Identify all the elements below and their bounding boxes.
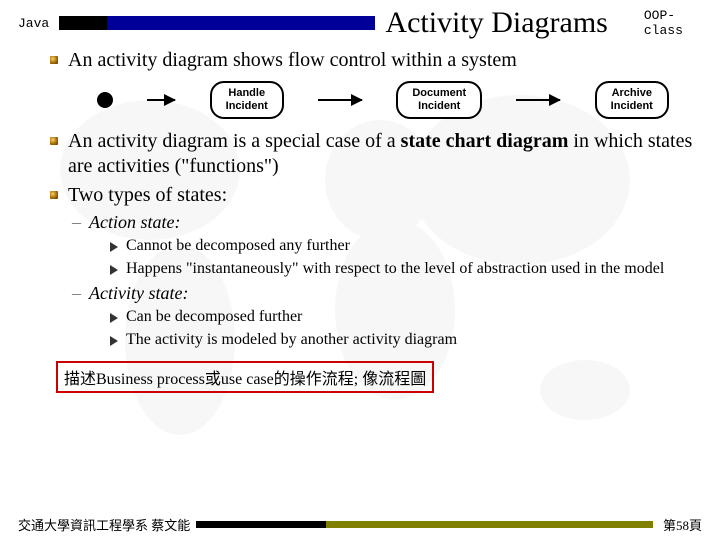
- triangle-icon: [110, 313, 118, 323]
- activity-node-1: HandleIncident: [210, 81, 284, 119]
- footer-page-number: 第58頁: [663, 515, 702, 534]
- substate-2: – Activity state:: [72, 283, 696, 304]
- note-box: 描述Business process或use case的操作流程; 像流程圖: [56, 361, 434, 393]
- subitem: The activity is modeled by another activ…: [110, 330, 696, 351]
- bullet-text: An activity diagram is a special case of…: [68, 129, 696, 179]
- triangle-icon: [110, 265, 118, 275]
- arrow-icon: [318, 99, 362, 101]
- footer: 交通大學資訊工程學系 蔡文能 第58頁: [0, 515, 720, 534]
- subitem: Happens "instantaneously" with respect t…: [110, 259, 696, 280]
- header-left-label: Java: [18, 16, 59, 31]
- footer-left: 交通大學資訊工程學系 蔡文能: [18, 515, 190, 534]
- footer-bar-dark: [196, 521, 326, 528]
- header-right-label: OOP-class: [618, 8, 702, 38]
- subitem-text: Happens "instantaneously" with respect t…: [126, 259, 664, 280]
- dash-icon: –: [72, 212, 81, 233]
- activity-diagram: HandleIncident DocumentIncident ArchiveI…: [80, 81, 686, 119]
- substate-1: – Action state:: [72, 212, 696, 233]
- triangle-icon: [110, 336, 118, 346]
- bullet-1: An activity diagram shows flow control w…: [50, 48, 696, 73]
- subitem-text: Can be decomposed further: [126, 307, 302, 328]
- substate-label: Activity state:: [89, 283, 188, 304]
- subitem: Cannot be decomposed any further: [110, 236, 696, 257]
- body: An activity diagram shows flow control w…: [0, 40, 720, 393]
- activity-node-3: ArchiveIncident: [595, 81, 669, 119]
- footer-bar-olive: [326, 521, 653, 528]
- subitem: Can be decomposed further: [110, 307, 696, 328]
- dash-icon: –: [72, 283, 81, 304]
- slide-title: Activity Diagrams: [375, 6, 617, 40]
- header: Java Activity Diagrams OOP-class: [0, 0, 720, 40]
- triangle-icon: [110, 242, 118, 252]
- header-bar-blue: [107, 16, 375, 30]
- bullet-icon: [50, 137, 58, 145]
- activity-node-2: DocumentIncident: [396, 81, 482, 119]
- bullet-icon: [50, 191, 58, 199]
- start-node: [97, 92, 113, 108]
- arrow-icon: [147, 99, 175, 101]
- bullet-3: Two types of states:: [50, 183, 696, 208]
- arrow-icon: [516, 99, 560, 101]
- bullet-text: Two types of states:: [68, 183, 227, 208]
- bullet-icon: [50, 56, 58, 64]
- substate-label: Action state:: [89, 212, 180, 233]
- header-bar-black: [59, 16, 107, 30]
- bullet-text: An activity diagram shows flow control w…: [68, 48, 517, 73]
- subitem-text: The activity is modeled by another activ…: [126, 330, 457, 351]
- subitem-text: Cannot be decomposed any further: [126, 236, 350, 257]
- bullet-2: An activity diagram is a special case of…: [50, 129, 696, 179]
